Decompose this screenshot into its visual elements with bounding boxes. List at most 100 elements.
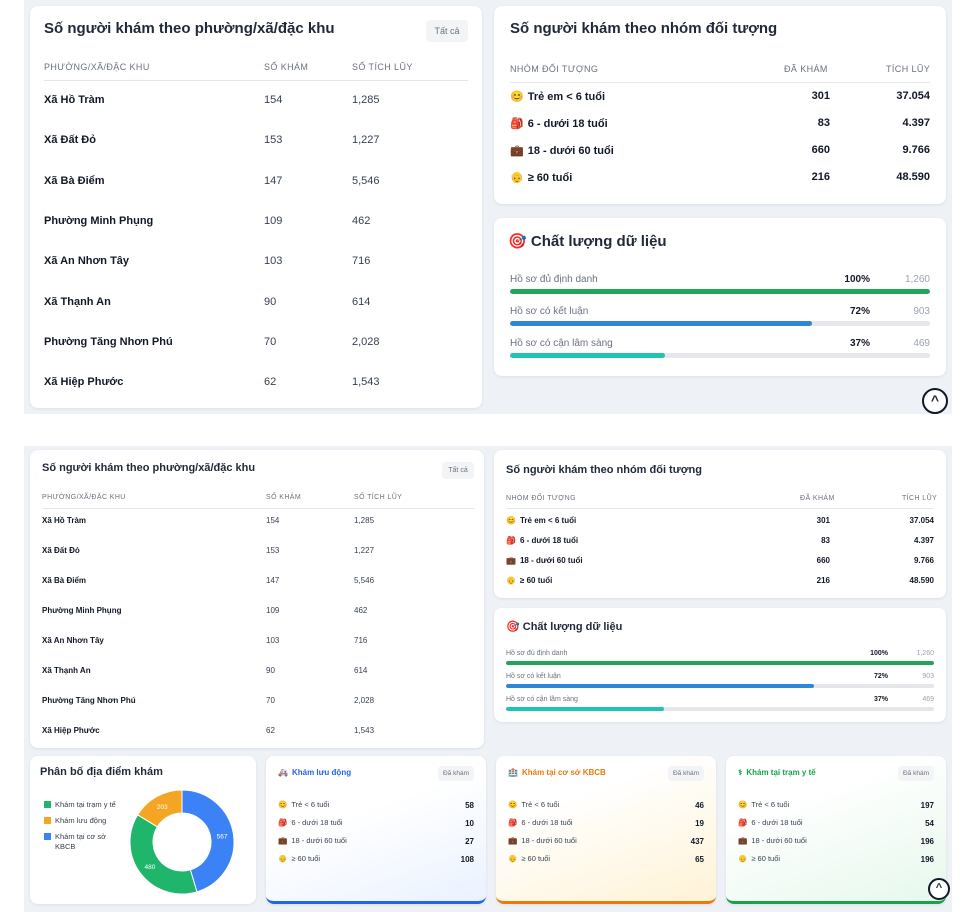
ward-cum: 1,227 — [352, 134, 380, 147]
location-row-label: 💼 18 - dưới 60 tuổi — [738, 836, 807, 845]
quality-row: Hồ sơ có kết luận 72% 903 — [494, 673, 946, 696]
groups-col-cum-small: TÍCH LŨY — [902, 495, 938, 502]
quality-title-small: Chất lượng dữ liệu — [522, 621, 623, 633]
quality-progress-fill — [510, 289, 930, 294]
group-label: 🎒 6 - dưới 18 tuổi — [506, 536, 578, 545]
location-row-label: 👴 ≥ 60 tuổi — [278, 854, 320, 863]
group-cum: 9.766 — [902, 144, 930, 156]
pie-slice[interactable] — [181, 789, 235, 893]
ward-name: Xã Bà Điểm — [44, 174, 105, 187]
ward-card: Số người khám theo phường/xã/đặc khu Tất… — [30, 6, 482, 408]
groups-col-cum: TÍCH LŨY — [886, 64, 931, 74]
group-done: 216 — [811, 171, 830, 183]
chevron-up-icon: ^ — [935, 882, 943, 894]
groups-title-small: Số người khám theo nhóm đối tượng — [506, 464, 702, 476]
ward-name: Phường Minh Phụng — [42, 606, 122, 615]
group-cum: 4.397 — [913, 536, 934, 545]
distribution-legend: Khám tại trạm y tế Khám lưu động Khám tại … — [44, 800, 124, 858]
group-label: 😊 Trẻ em < 6 tuổi — [510, 90, 605, 103]
list-item: 💼 18 - dưới 60 tuổi 660 9.766 — [494, 556, 946, 576]
group-cum: 9.766 — [913, 556, 934, 565]
table-row: Phường Minh Phụng 109 462 — [30, 215, 482, 255]
list-item: 🎒 6 - dưới 18 tuổi 83 4.397 — [494, 117, 946, 144]
table-row: Xã Đất Đỏ 153 1,227 — [30, 134, 482, 174]
group-icon: 🎒 — [506, 536, 516, 545]
quality-title-row: 🎯 Chất lượng dữ liệu — [508, 232, 667, 250]
scroll-top-button[interactable]: ^ — [922, 388, 948, 414]
location-row-icon: 💼 — [738, 836, 748, 845]
location-row-value: 197 — [920, 801, 934, 810]
ward-name: Xã Hiệp Phước — [42, 726, 100, 735]
quality-progress-fill — [510, 353, 666, 358]
groups-col-done: ĐÃ KHÁM — [784, 64, 828, 74]
ward-exams: 109 — [264, 214, 283, 227]
location-row-text: 6 - dưới 18 tuổi — [291, 818, 343, 827]
ward-cum: 1,543 — [354, 726, 375, 735]
pie-slice[interactable] — [136, 789, 183, 828]
group-label-text: ≥ 60 tuổi — [527, 172, 573, 184]
ward-name: Xã Hiệp Phước — [44, 376, 124, 389]
group-icon: 💼 — [506, 556, 516, 565]
ward-exams: 70 — [266, 696, 275, 705]
ward-filter-button[interactable]: Tất cả — [426, 20, 468, 42]
location-row-label: 👴 ≥ 60 tuổi — [738, 854, 780, 863]
quality-count: 903 — [913, 306, 930, 317]
pie-slice-label: 480 — [144, 864, 155, 871]
location-icon: ⚕ — [738, 768, 743, 777]
location-row-icon: 🎒 — [738, 818, 748, 827]
ward-cum: 716 — [354, 636, 368, 645]
quality-count: 1,260 — [916, 650, 934, 657]
quality-label: Hồ sơ có cận lâm sàng — [510, 338, 613, 349]
location-row-icon: 👴 — [278, 854, 288, 863]
group-label: 💼 18 - dưới 60 tuổi — [506, 556, 583, 565]
quality-card-small: 🎯 Chất lượng dữ liệu Hồ sơ đủ định danh 1… — [494, 608, 946, 722]
scroll-top-button-small[interactable]: ^ — [928, 878, 950, 900]
location-title: Khám tại cơ sở KBCB — [521, 768, 606, 777]
table-row: Xã Bà Điểm 147 5,546 — [30, 576, 484, 606]
legend-entry: Khám lưu động — [44, 816, 124, 826]
table-row: Phường Minh Phụng 109 462 — [30, 606, 484, 636]
location-row-text: Trẻ < 6 tuổi — [751, 800, 790, 809]
table-row: Xã Thạnh An 90 614 — [30, 296, 482, 336]
table-row: Xã Hồ Tràm 154 1,285 — [30, 516, 484, 546]
location-row-value: 65 — [695, 855, 704, 864]
location-row-text: Trẻ < 6 tuổi — [521, 800, 560, 809]
quality-percent: 100% — [844, 274, 870, 285]
location-row-label: 😊 Trẻ < 6 tuổi — [278, 800, 329, 809]
table-row: Phường Tăng Nhơn Phú 70 2,028 — [30, 336, 482, 376]
ward-exams: 153 — [266, 546, 280, 555]
quality-progress-bar — [506, 707, 934, 711]
location-row-value: 108 — [460, 855, 474, 864]
ward-cum: 5,546 — [354, 576, 375, 585]
ward-col-name: PHƯỜNG/XÃ/ĐẶC KHU — [44, 62, 150, 72]
ward-cum: 1,285 — [354, 516, 375, 525]
pie-slice[interactable] — [129, 814, 198, 895]
list-item: 👴 ≥ 60 tuổi 216 48.590 — [494, 171, 946, 198]
ward-cum: 2,028 — [352, 335, 380, 348]
group-label-text: Trẻ em < 6 tuổi — [527, 91, 606, 103]
ward-title: Số người khám theo phường/xã/đặc khu — [44, 20, 335, 37]
groups-card-small: Số người khám theo nhóm đối tượng NHÓM Đ… — [494, 450, 946, 598]
group-label: 👴 ≥ 60 tuổi — [510, 171, 572, 184]
group-icon: 👴 — [510, 172, 524, 184]
quality-progress-bar — [506, 661, 934, 665]
ward-filter-button-small[interactable]: Tất cả — [442, 462, 474, 479]
table-row: Xã Đất Đỏ 153 1,227 — [30, 546, 484, 576]
quality-count: 903 — [922, 673, 934, 680]
group-done: 660 — [811, 144, 830, 156]
quality-row: Hồ sơ có cận lâm sàng 37% 469 — [494, 338, 946, 370]
table-row: Xã Hồ Tràm 154 1,285 — [30, 94, 482, 134]
ward-header-divider-small — [42, 508, 474, 509]
location-title: Khám tại trạm y tế — [746, 768, 816, 777]
group-label: 💼 18 - dưới 60 tuổi — [510, 144, 614, 157]
location-row-label: 💼 18 - dưới 60 tuổi — [278, 836, 347, 845]
location-row-label: 🎒 6 - dưới 18 tuổi — [278, 818, 343, 827]
ward-exams: 153 — [264, 134, 283, 147]
ward-cum: 1,543 — [352, 376, 380, 389]
ward-exams: 90 — [264, 295, 277, 308]
location-row-icon: 😊 — [738, 800, 748, 809]
mobile-exam-card: 🚑 Khám lưu động Đã khám 😊 Trẻ < 6 tuổi 58 🎒 6 -… — [266, 756, 486, 904]
ward-cum: 5,546 — [352, 174, 380, 187]
location-row-value: 196 — [920, 837, 934, 846]
group-done: 660 — [816, 556, 830, 565]
